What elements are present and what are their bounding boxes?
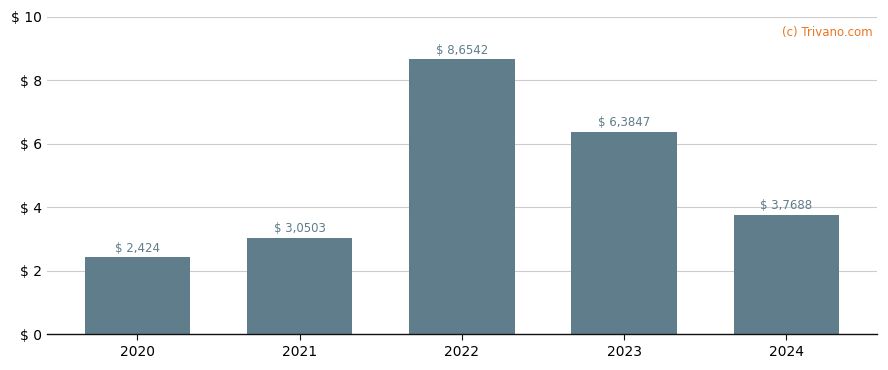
Text: $ 3,0503: $ 3,0503 xyxy=(274,222,326,235)
Text: (c) Trivano.com: (c) Trivano.com xyxy=(782,26,873,39)
Text: $ 2,424: $ 2,424 xyxy=(115,242,160,255)
Text: $ 8,6542: $ 8,6542 xyxy=(436,44,488,57)
Bar xyxy=(409,60,515,334)
Text: $ 6,3847: $ 6,3847 xyxy=(598,116,650,129)
Bar xyxy=(571,131,677,334)
Text: $ 3,7688: $ 3,7688 xyxy=(760,199,813,212)
Bar xyxy=(247,238,353,334)
Bar xyxy=(733,215,839,334)
Bar xyxy=(84,258,190,334)
